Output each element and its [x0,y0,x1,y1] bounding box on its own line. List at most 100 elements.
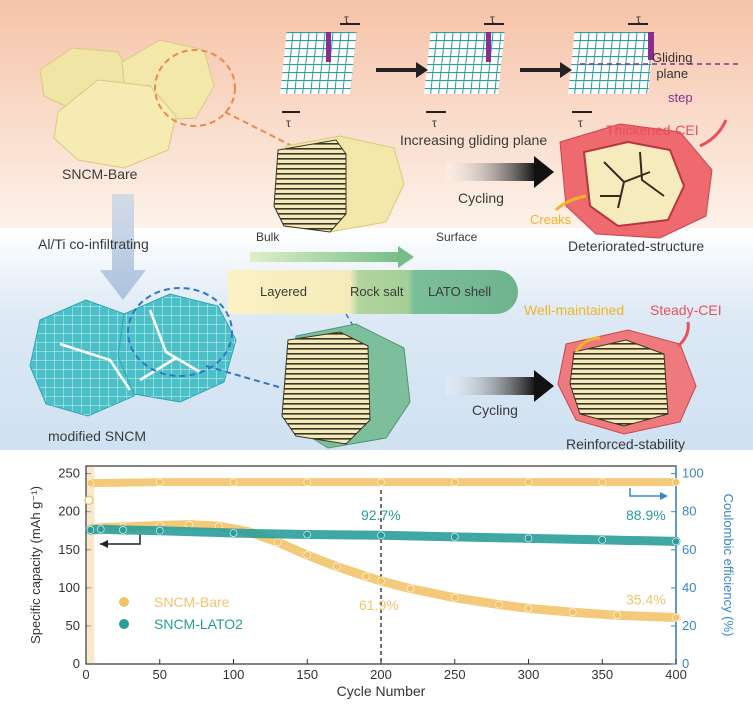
chart-marks [84,478,681,623]
bare-label: SNCM-Bare [62,166,138,182]
modified-label: modified SNCM [48,428,147,444]
y2-tick-label: 20 [682,618,696,633]
x-tick-label: 200 [370,667,392,682]
data-point [613,611,621,620]
y2-tick-label: 100 [682,466,704,481]
data-point [672,537,680,546]
tau-label-4: τ [286,116,291,130]
y2-tick-label: 0 [682,656,689,671]
data-point [362,572,371,581]
steady-cei-arrow [677,321,690,348]
rock-salt-label: Rock salt [350,284,404,299]
y-tick-label: 150 [58,542,80,557]
sncm-bare-particles [39,39,236,169]
y2-axis-label: Coulombic efficiency (%) [721,494,736,637]
y2-tick-label: 80 [682,504,696,519]
data-point [377,577,385,585]
bulk-surface-arrow-body [250,252,400,262]
surface-label: Surface [436,230,478,244]
reinforced-label: Reinforced-stability [566,436,686,452]
x-tick-label: 400 [665,667,687,682]
data-point [406,584,415,593]
plot-frame [85,465,677,665]
x-tick-label: 300 [518,667,540,682]
data-point [450,593,459,602]
bare-cross-section [273,135,405,233]
annotation-bare-200: 61.9% [359,597,399,613]
legend-label: SNCM-Bare [154,594,230,610]
well-maintained-label: Well-maintained [524,302,625,318]
data-point [524,604,533,613]
data-point [598,536,607,544]
annotation-lato-200: 92.7% [361,507,401,523]
data-point [96,525,105,534]
lattice-arrow-2 [520,62,572,78]
infiltration-label: Al/Ti co-infiltrating [38,236,149,252]
ce-axis-arrowhead [660,492,668,500]
data-point [672,478,680,486]
zoom-line-bottom [205,365,283,389]
cycling-arrow-bottom-head [534,370,554,402]
capacity-axis-arrow [100,534,141,545]
thickened-cei-label: Thickened-CEI [606,122,699,138]
annotation-bare-400: 35.4% [626,592,666,608]
infiltration-arrow [100,194,146,300]
data-point [303,551,312,559]
lattice-tile-3 [568,23,742,113]
data-point [229,529,238,537]
data-point [672,613,680,622]
steady-cei-label: Steady-CEI [650,302,722,318]
data-point [86,526,95,534]
chart-text: 0 50 100 150 200 250 300 350 4000501001502002500… [28,466,736,699]
layered-label: Layered [260,284,307,299]
data-point [524,478,533,486]
increasing-gliding-label: Increasing gliding plane [400,132,548,148]
data-point [495,600,503,609]
shell-layers-bar [228,270,518,314]
y-tick-label: 200 [58,504,80,519]
data-point [568,608,577,617]
data-point [450,533,459,541]
ce-axis-arrow [629,488,664,497]
creaks-arrow [554,194,587,212]
legend-marker [119,619,129,629]
y-tick-label: 0 [73,656,80,671]
data-point [598,478,607,486]
x-tick-label: 250 [444,667,466,682]
y-tick-label: 250 [58,466,80,481]
y2-tick-label: 40 [682,580,696,595]
y-axis-label: Specific capacity (mAh g⁻¹) [28,486,43,644]
data-point [229,478,238,486]
thickened-cei-arrow [699,119,728,148]
modified-sncm-particles [29,287,237,417]
cycling-arrow-top-head [534,156,554,188]
cycling-arrow-bottom-body [446,377,536,395]
data-point [377,478,385,486]
deteriorated-label: Deteriorated-structure [568,238,705,254]
first-cycle-point [84,495,94,506]
bulk-surface-arrow-head [398,246,414,268]
legend-marker [119,597,129,607]
cycling-arrow-top-body [446,163,536,181]
data-point [450,478,459,486]
data-point [377,531,385,540]
y2-tick-label: 60 [682,542,696,557]
x-axis-label: Cycle Number [337,683,426,699]
first-cycle-highlight [87,467,95,663]
annotation-lato-400: 88.9% [626,507,666,523]
legend-label: SNCM-LATO2 [154,616,243,632]
deteriorated-particle [559,123,713,239]
creaks-label: Creaks [530,212,572,227]
data-point [303,530,312,539]
lattice-tile-2 [424,23,505,113]
data-point [155,526,164,535]
tau-label-3: τ [636,12,641,26]
tau-label-1: τ [344,12,349,26]
tau-label-5: τ [432,116,437,130]
modified-cross-section [281,323,411,449]
step-label: step [668,90,693,105]
reinforced-particle [557,329,697,435]
data-point [524,534,533,543]
